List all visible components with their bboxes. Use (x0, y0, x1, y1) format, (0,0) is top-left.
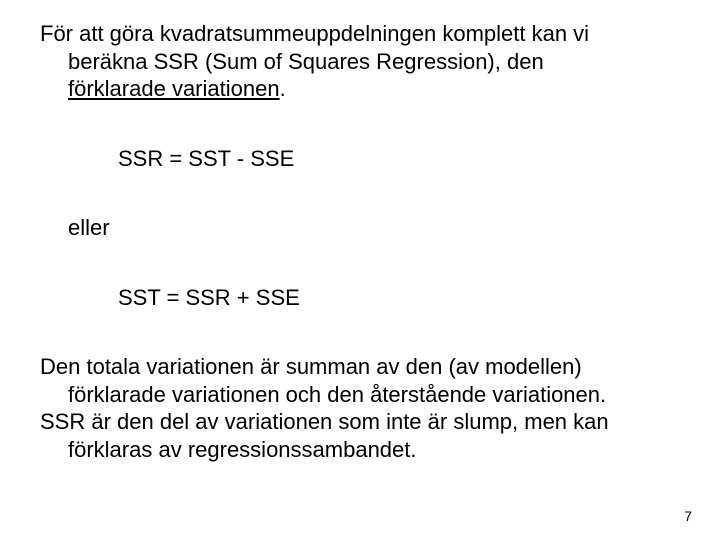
intro-paragraph: För att göra kvadratsummeuppdelningen ko… (40, 20, 680, 103)
intro-tail: . (280, 76, 286, 101)
conclusion-paragraph: Den totala variationen är summan av den … (40, 353, 680, 463)
page-number: 7 (684, 508, 692, 524)
conclusion-line-4: förklaras av regressionssambandet. (40, 436, 680, 464)
intro-line-3: förklarade variationen. (40, 75, 680, 103)
intro-underlined: förklarade variationen (68, 76, 280, 101)
conclusion-line-3: SSR är den del av variationen som inte ä… (40, 408, 680, 436)
equation-2: SST = SSR + SSE (40, 284, 680, 312)
conclusion-line-1: Den totala variationen är summan av den … (40, 353, 680, 381)
eller-label: eller (40, 214, 680, 242)
intro-line-1: För att göra kvadratsummeuppdelningen ko… (40, 20, 680, 48)
intro-line-2: beräkna SSR (Sum of Squares Regression),… (40, 48, 680, 76)
equation-1: SSR = SST - SSE (40, 145, 680, 173)
slide: För att göra kvadratsummeuppdelningen ko… (0, 0, 720, 540)
conclusion-line-2: förklarade variationen och den återståen… (40, 381, 680, 409)
